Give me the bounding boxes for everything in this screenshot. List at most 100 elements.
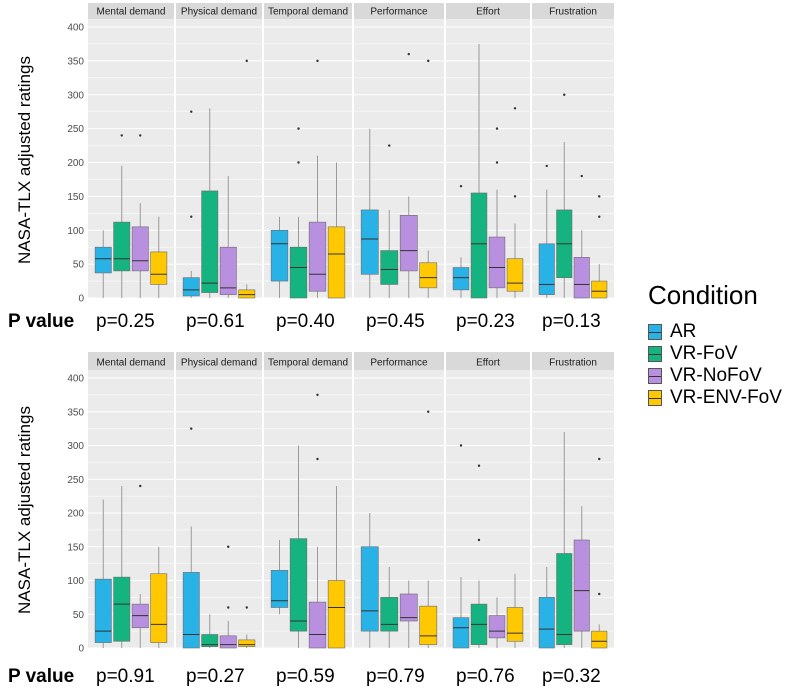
box-top-performance-ar xyxy=(360,128,379,298)
legend-key-ar xyxy=(648,324,662,340)
facet-title-top-temporal-demand: Temporal demand xyxy=(268,7,348,18)
box-bottom-temporal-demand-vr-nofov xyxy=(308,393,327,649)
p-value-top-1: p=0.25 xyxy=(96,311,155,332)
box-top-physical-demand-vr-env-fov-iqr xyxy=(238,289,256,299)
box-top-frustration-vr-nofov xyxy=(573,174,590,299)
legend-label-vr-env-fov: VR-ENV-FoV xyxy=(670,387,782,408)
box-top-temporal-demand-vr-fov-outlier-1 xyxy=(297,127,300,130)
box-bottom-frustration-vr-nofov xyxy=(573,506,590,648)
legend-item-ar: AR xyxy=(648,321,808,343)
box-top-mental-demand-vr-fov xyxy=(113,134,131,298)
box-top-frustration-vr-fov-outlier-0 xyxy=(563,93,566,96)
box-top-temporal-demand-vr-env-fov-iqr xyxy=(327,226,346,299)
box-bottom-temporal-demand-ar xyxy=(270,540,289,615)
facet-title-top-effort: Effort xyxy=(476,7,500,18)
box-bottom-physical-demand-vr-nofov-outlier-0 xyxy=(227,606,230,609)
box-top-effort-vr-env-fov-outlier-0 xyxy=(513,195,517,198)
facet-top-effort: Effort xyxy=(446,3,530,299)
box-bottom-physical-demand-vr-env-fov-iqr xyxy=(238,639,256,647)
legend-item-vr-env-fov: VR-ENV-FoV xyxy=(648,387,808,409)
facet-top-performance: Performance xyxy=(354,3,444,299)
box-top-mental-demand-vr-fov-iqr xyxy=(113,221,131,272)
box-top-performance-ar-iqr xyxy=(360,209,379,275)
y-tick-label-bottom-50: 50 xyxy=(73,610,85,621)
box-top-physical-demand-vr-nofov xyxy=(219,176,237,298)
box-bottom-effort-vr-nofov-iqr xyxy=(488,615,506,639)
box-top-frustration-vr-env-fov xyxy=(591,195,608,299)
p-value-bottom-3: p=0.59 xyxy=(276,666,335,687)
box-bottom-physical-demand-vr-fov-iqr xyxy=(201,634,219,647)
box-top-temporal-demand-vr-fov-iqr xyxy=(289,246,308,299)
p-value-bottom-4: p=0.79 xyxy=(366,666,425,687)
box-top-mental-demand-ar xyxy=(94,230,112,298)
legend-key-vr-fov xyxy=(648,346,662,362)
legend-item-vr-nofov: VR-NoFoV xyxy=(648,365,808,387)
box-bottom-physical-demand-ar-iqr xyxy=(182,572,200,649)
box-bottom-mental-demand-vr-fov xyxy=(113,486,131,648)
box-bottom-temporal-demand-ar-iqr xyxy=(270,570,289,608)
facet-title-bottom-effort: Effort xyxy=(476,358,500,369)
box-bottom-physical-demand-vr-nofov-iqr xyxy=(219,635,237,649)
y-tick-label-top-0: 0 xyxy=(78,294,84,305)
box-bottom-mental-demand-vr-fov-iqr xyxy=(113,576,131,642)
box-top-mental-demand-vr-nofov xyxy=(131,134,149,298)
box-top-mental-demand-vr-nofov-iqr xyxy=(131,226,149,272)
box-top-physical-demand-ar xyxy=(182,110,200,298)
y-tick-label-bottom-300: 300 xyxy=(67,441,84,452)
y-tick-label-top-100: 100 xyxy=(67,226,84,237)
facet-strip-bottom-mental-demand xyxy=(88,352,174,370)
box-top-frustration-vr-fov xyxy=(556,93,573,298)
box-top-frustration-ar-outlier-0 xyxy=(545,164,548,168)
box-top-performance-vr-fov-outlier-0 xyxy=(388,144,391,147)
y-tick-label-top-250: 250 xyxy=(67,124,84,135)
p-value-bottom-1: p=0.91 xyxy=(96,666,155,687)
box-top-temporal-demand-vr-env-fov xyxy=(327,162,346,299)
box-top-effort-vr-nofov-outlier-1 xyxy=(495,127,499,130)
box-top-mental-demand-vr-env-fov-iqr xyxy=(150,251,168,285)
box-top-frustration-vr-env-fov-outlier-1 xyxy=(598,195,601,198)
legend-label-vr-fov: VR-FoV xyxy=(670,343,738,364)
p-value-bottom-6: p=0.32 xyxy=(542,666,601,687)
y-tick-label-bottom-350: 350 xyxy=(67,407,84,418)
box-top-mental-demand-vr-fov-outlier-0 xyxy=(120,134,123,137)
box-top-performance-vr-fov-iqr xyxy=(380,250,399,285)
box-top-physical-demand-vr-nofov-iqr xyxy=(219,246,237,295)
facet-strip-bottom-effort xyxy=(446,352,530,370)
p-value-bottom-5: p=0.76 xyxy=(456,666,515,687)
p-value-top-4: p=0.45 xyxy=(366,311,425,332)
facet-strip-top-performance xyxy=(354,3,444,19)
box-top-performance-vr-env-fov-iqr xyxy=(419,262,438,289)
box-top-frustration-vr-nofov-iqr xyxy=(573,257,590,299)
box-top-effort-vr-env-fov-iqr xyxy=(506,258,524,292)
box-bottom-effort-ar-outlier-0 xyxy=(459,444,463,447)
box-top-temporal-demand-vr-fov-outlier-0 xyxy=(297,161,300,164)
facet-title-bottom-performance: Performance xyxy=(370,358,428,369)
facet-top-temporal-demand: Temporal demand xyxy=(264,3,352,299)
facet-title-top-mental-demand: Mental demand xyxy=(97,7,166,18)
facet-bottom-effort: Effort xyxy=(446,352,530,649)
p-value-top-2: p=0.61 xyxy=(186,311,245,332)
y-tick-label-top-200: 200 xyxy=(67,158,84,169)
box-bottom-effort-vr-fov xyxy=(470,464,488,648)
box-top-mental-demand-vr-env-fov xyxy=(150,216,168,298)
facet-title-top-performance: Performance xyxy=(370,7,428,18)
facet-bottom-performance: Performance xyxy=(354,352,444,649)
box-top-temporal-demand-ar-iqr xyxy=(270,229,289,282)
box-top-performance-vr-nofov-outlier-0 xyxy=(407,52,410,56)
box-top-effort-vr-fov xyxy=(470,43,488,299)
box-top-temporal-demand-ar xyxy=(270,216,289,298)
facet-title-bottom-physical-demand: Physical demand xyxy=(181,358,257,369)
box-bottom-effort-vr-nofov xyxy=(488,597,506,648)
box-top-temporal-demand-vr-fov xyxy=(289,127,308,299)
facet-panel-bottom-effort xyxy=(446,370,530,648)
box-top-effort-vr-nofov-iqr xyxy=(488,236,506,289)
box-bottom-effort-ar-iqr xyxy=(452,617,470,649)
facet-bottom-physical-demand: Physical demand xyxy=(176,352,262,649)
y-tick-label-top-150: 150 xyxy=(67,192,84,203)
box-bottom-effort-ar xyxy=(452,444,470,649)
box-bottom-frustration-vr-fov xyxy=(556,432,573,648)
y-tick-label-bottom-400: 400 xyxy=(67,374,84,385)
facet-strip-top-frustration xyxy=(532,3,614,19)
legend-item-vr-fov: VR-FoV xyxy=(648,343,808,365)
facet-strip-top-effort xyxy=(446,3,530,19)
